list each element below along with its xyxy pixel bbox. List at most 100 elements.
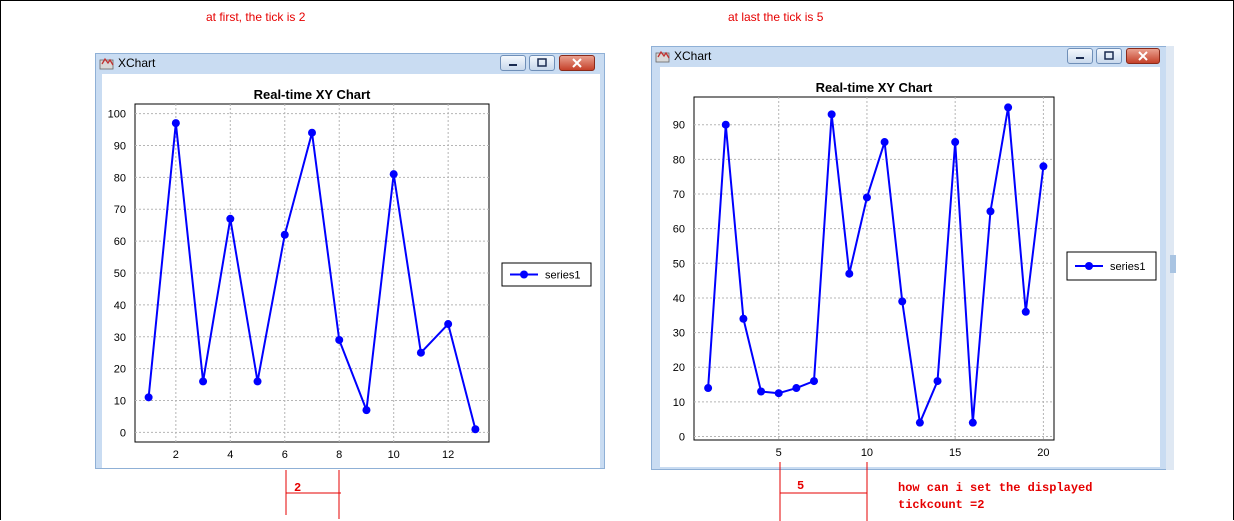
data-point (933, 377, 942, 386)
y-tick-label: 0 (679, 432, 685, 444)
legend-marker (520, 270, 528, 279)
close-button[interactable] (559, 55, 595, 71)
y-tick-label: 0 (120, 427, 126, 439)
window-titlebar[interactable]: XChart (652, 47, 1168, 67)
left-annotation-note: at first, the tick is 2 (206, 10, 306, 24)
data-point (968, 418, 977, 427)
legend-marker (1085, 262, 1093, 270)
x-tick-label: 2 (173, 449, 179, 461)
window-titlebar[interactable]: XChart (96, 54, 604, 74)
minimize-icon (509, 64, 517, 66)
left-tick-label: 2 (294, 481, 302, 495)
data-point (986, 207, 995, 216)
minimize-icon (1076, 57, 1084, 59)
window-title: XChart (674, 49, 712, 63)
data-point (444, 320, 453, 329)
chart-panel: Real-time XY Chart 0 10 20 30 40 50 60 70 80 90 100… (102, 74, 600, 468)
data-point (704, 384, 713, 393)
chart-panel: Real-time XY Chart 0 10 20 30 40 50 60 70 80 90 5 10… (660, 67, 1160, 467)
data-point (389, 170, 398, 179)
data-point (774, 389, 783, 398)
data-point (226, 214, 235, 223)
x-tick-label: 12 (442, 449, 454, 461)
y-tick-label: 80 (673, 154, 685, 166)
data-point (171, 119, 180, 128)
xchart-window-left: XChart Real-time XY Chart 0 10 20 30 40 50 60 70… (95, 53, 605, 469)
java-app-icon (99, 57, 114, 70)
right-annotation-note: at last the tick is 5 (728, 10, 824, 24)
y-tick-label: 60 (673, 224, 685, 236)
data-point (1021, 307, 1030, 316)
legend-box (501, 262, 592, 287)
y-tick-label: 20 (114, 364, 126, 376)
y-tick-label: 10 (673, 397, 685, 409)
xchart-window-right: XChart Real-time XY Chart 0 10 20 30 40 50 60 70… (651, 46, 1169, 470)
y-tick-label: 90 (673, 120, 685, 132)
data-point (880, 138, 889, 147)
maximize-button[interactable] (529, 55, 555, 71)
plot-area (693, 96, 1055, 441)
x-tick-label: 10 (861, 447, 873, 459)
data-point (144, 393, 153, 402)
legend-label: series1 (545, 270, 580, 282)
x-tick-label: 6 (282, 449, 288, 461)
data-point (739, 314, 748, 323)
y-tick-label: 40 (114, 300, 126, 312)
x-tick-label: 15 (949, 447, 961, 459)
question-line-2: tickcount =2 (898, 498, 985, 512)
right-tick-label: 5 (797, 479, 805, 493)
y-tick-label: 60 (114, 236, 126, 248)
data-point (308, 128, 316, 137)
maximize-button[interactable] (1096, 48, 1122, 64)
y-tick-label: 70 (673, 189, 685, 201)
y-tick-label: 70 (114, 204, 126, 216)
data-point (1004, 103, 1013, 112)
data-point (253, 377, 262, 386)
java-app-icon (655, 50, 670, 63)
chart-title: Real-time XY Chart (254, 87, 371, 102)
data-point (335, 335, 344, 344)
data-point (915, 418, 924, 427)
data-point (862, 193, 871, 202)
window-title: XChart (118, 56, 156, 70)
legend-box (1066, 251, 1157, 281)
maximize-icon (537, 58, 547, 67)
chart-right-svg: Real-time XY Chart 0 10 20 30 40 50 60 70 80 90 5 10… (673, 80, 1157, 459)
x-tick-label: 4 (227, 449, 233, 461)
minimize-button[interactable] (500, 55, 526, 71)
chart-left-svg: Real-time XY Chart 0 10 20 30 40 50 60 70 80 90 100… (108, 87, 592, 461)
y-tick-label: 40 (673, 293, 685, 305)
data-point (810, 377, 818, 386)
data-point (827, 110, 836, 119)
close-button[interactable] (1126, 48, 1160, 64)
y-tick-label: 50 (114, 268, 126, 280)
data-point (362, 406, 371, 415)
y-tick-label: 30 (114, 332, 126, 344)
y-tick-label: 50 (673, 258, 685, 270)
data-point (416, 348, 425, 357)
y-tick-label: 20 (673, 362, 685, 374)
y-tick-label: 10 (114, 396, 126, 408)
data-point (757, 387, 766, 396)
data-point (951, 138, 960, 147)
x-tick-label: 8 (336, 449, 342, 461)
data-point (792, 384, 801, 393)
background-window-marker (1170, 255, 1176, 273)
x-tick-label: 20 (1037, 447, 1049, 459)
data-point (471, 425, 480, 434)
y-tick-label: 100 (108, 109, 126, 121)
data-point (280, 230, 289, 239)
data-point (898, 297, 907, 306)
close-icon (572, 58, 582, 68)
data-point (199, 377, 208, 386)
chart-title: Real-time XY Chart (816, 80, 933, 95)
y-tick-label: 90 (114, 140, 126, 152)
legend-label: series1 (1110, 261, 1145, 273)
close-icon (1138, 51, 1148, 61)
x-tick-label: 5 (776, 447, 782, 459)
minimize-button[interactable] (1067, 48, 1093, 64)
question-line-1: how can i set the displayed (898, 481, 1093, 495)
x-tick-label: 10 (388, 449, 400, 461)
y-tick-label: 80 (114, 172, 126, 184)
